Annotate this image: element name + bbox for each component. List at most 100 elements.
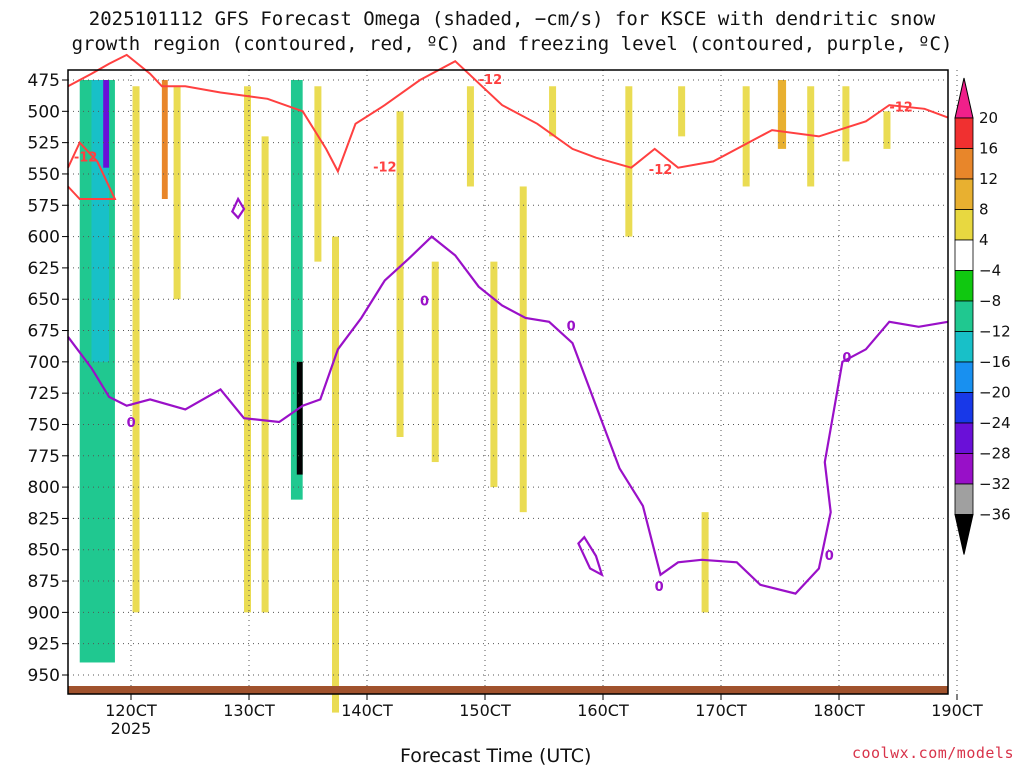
- omega-streak-1: [173, 86, 181, 300]
- colorbar-label-1: 16: [979, 140, 998, 158]
- y-tick-label-10: 725: [28, 384, 60, 404]
- y-tick-label-17: 900: [28, 603, 60, 623]
- omega-streak-10: [519, 186, 527, 513]
- colorbar-label-11: −28: [979, 445, 1011, 463]
- omega-streak-16: [807, 86, 815, 187]
- colorbar-segment-3: [954, 178, 974, 210]
- colorbar-label-13: −36: [979, 506, 1011, 524]
- red-contour-label-0: -12: [373, 160, 397, 175]
- x-tick-label-6: 180CT: [813, 701, 865, 720]
- omega-streak-15: [742, 86, 750, 187]
- omega-streak-6: [396, 111, 404, 437]
- omega-cell-6: [296, 361, 303, 475]
- colorbar-label-8: −16: [979, 353, 1011, 371]
- y-tick-label-11: 750: [28, 415, 60, 435]
- colorbar-segment-13: [954, 483, 974, 515]
- omega-cell-8: [772, 86, 790, 362]
- y-tick-label-4: 575: [28, 196, 60, 216]
- colorbar-label-0: 20: [979, 109, 998, 127]
- omega-cell-5: [290, 80, 303, 500]
- omega-cell-7: [642, 111, 667, 350]
- purple-contour-label-3: 0: [655, 580, 664, 595]
- omega-streak-4: [314, 86, 322, 262]
- omega-streak-9: [490, 261, 498, 488]
- colorbar-segment-6: [954, 270, 974, 302]
- red-contour-label-4: -12: [74, 150, 98, 165]
- colorbar-segment-8: [954, 331, 974, 363]
- y-tick-label-8: 675: [28, 322, 60, 342]
- y-tick-label-0: 475: [28, 71, 60, 91]
- colorbar-segment-10: [954, 392, 974, 424]
- colorbar-segment-1: [954, 117, 974, 149]
- colorbar-label-6: −8: [979, 292, 1001, 310]
- colorbar-segment-9: [954, 361, 974, 393]
- colorbar-top-arrow: [954, 77, 974, 119]
- omega-streak-8: [466, 86, 474, 187]
- colorbar-label-9: −20: [979, 384, 1011, 402]
- plot-frame: [67, 69, 949, 695]
- omega-streak-7: [431, 261, 439, 463]
- colorbar-label-3: 8: [979, 201, 989, 219]
- freezing-level-contour: [67, 235, 949, 595]
- x-tick-label-7: 190CT: [931, 701, 983, 720]
- plot-area: [68, 70, 948, 694]
- dendritic-growth-contour-left: [67, 140, 117, 200]
- omega-streak-18: [842, 86, 850, 162]
- purple-contour-label-1: 0: [567, 320, 576, 335]
- colorbar-label-10: −24: [979, 414, 1011, 432]
- omega-streak-11: [549, 86, 557, 137]
- colorbar-label-5: −4: [979, 262, 1001, 280]
- omega-streak-17: [883, 111, 891, 149]
- omega-cell-2: [103, 80, 110, 168]
- omega-streak-5: [332, 236, 339, 713]
- x-tick-label-3: 150CT: [459, 701, 511, 720]
- y-tick-label-12: 775: [28, 447, 60, 467]
- y-tick-label-3: 550: [28, 165, 60, 185]
- omega-streak-2: [244, 86, 251, 613]
- y-tick-label-9: 700: [28, 353, 60, 373]
- y-tick-label-6: 625: [28, 259, 60, 279]
- y-tick-label-7: 650: [28, 290, 60, 310]
- y-tick-label-5: 600: [28, 228, 60, 248]
- colorbar-segment-4: [954, 209, 974, 241]
- terrain-ground: [68, 686, 948, 694]
- colorbar-label-2: 12: [979, 170, 998, 188]
- colorbar-segment-5: [954, 239, 974, 271]
- x-year-label: 2025: [111, 719, 152, 738]
- colorbar-segment-11: [954, 422, 974, 454]
- y-tick-label-14: 825: [28, 509, 60, 529]
- red-contour-label-1: -12: [479, 73, 503, 88]
- freezing-level-loop-1: [577, 535, 604, 578]
- omega-streak-0: [132, 86, 140, 613]
- chart-title-line-2: growth region (contoured, red, ºC) and f…: [71, 33, 953, 55]
- y-tick-label-16: 875: [28, 572, 60, 592]
- chart-title-line-1: 2025101112 GFS Forecast Omega (shaded, −…: [88, 8, 936, 30]
- omega-streak-13: [678, 86, 686, 137]
- purple-contour-label-0: 0: [420, 294, 429, 309]
- x-axis-label: Forecast Time (UTC): [400, 745, 592, 767]
- omega-streak-12: [625, 86, 633, 237]
- omega-streak-3: [261, 136, 269, 613]
- red-contour-label-3: -12: [889, 100, 913, 115]
- y-tick-label-2: 525: [28, 134, 60, 154]
- y-tick-label-15: 850: [28, 541, 60, 561]
- colorbar-bottom-arrow: [954, 514, 974, 555]
- y-tick-label-13: 800: [28, 478, 60, 498]
- colorbar-label-4: 4: [979, 231, 989, 249]
- colorbar-label-7: −12: [979, 323, 1011, 341]
- source-credit[interactable]: coolwx.com/models: [851, 744, 1014, 762]
- purple-contour-label-4: 0: [842, 351, 851, 366]
- omega-streak-14: [701, 512, 709, 613]
- x-tick-label-0: 120CT: [105, 701, 157, 720]
- colorbar-label-12: −32: [979, 475, 1011, 493]
- y-tick-label-18: 925: [28, 635, 60, 655]
- colorbar-segment-12: [954, 453, 974, 485]
- x-tick-label-2: 140CT: [341, 701, 393, 720]
- purple-contour-label-5: 0: [825, 549, 834, 564]
- x-tick-label-1: 130CT: [223, 701, 275, 720]
- colorbar-segment-7: [954, 300, 974, 332]
- y-tick-label-1: 500: [28, 102, 60, 122]
- y-tick-label-19: 950: [28, 666, 60, 686]
- purple-contour-label-2: 0: [127, 416, 136, 431]
